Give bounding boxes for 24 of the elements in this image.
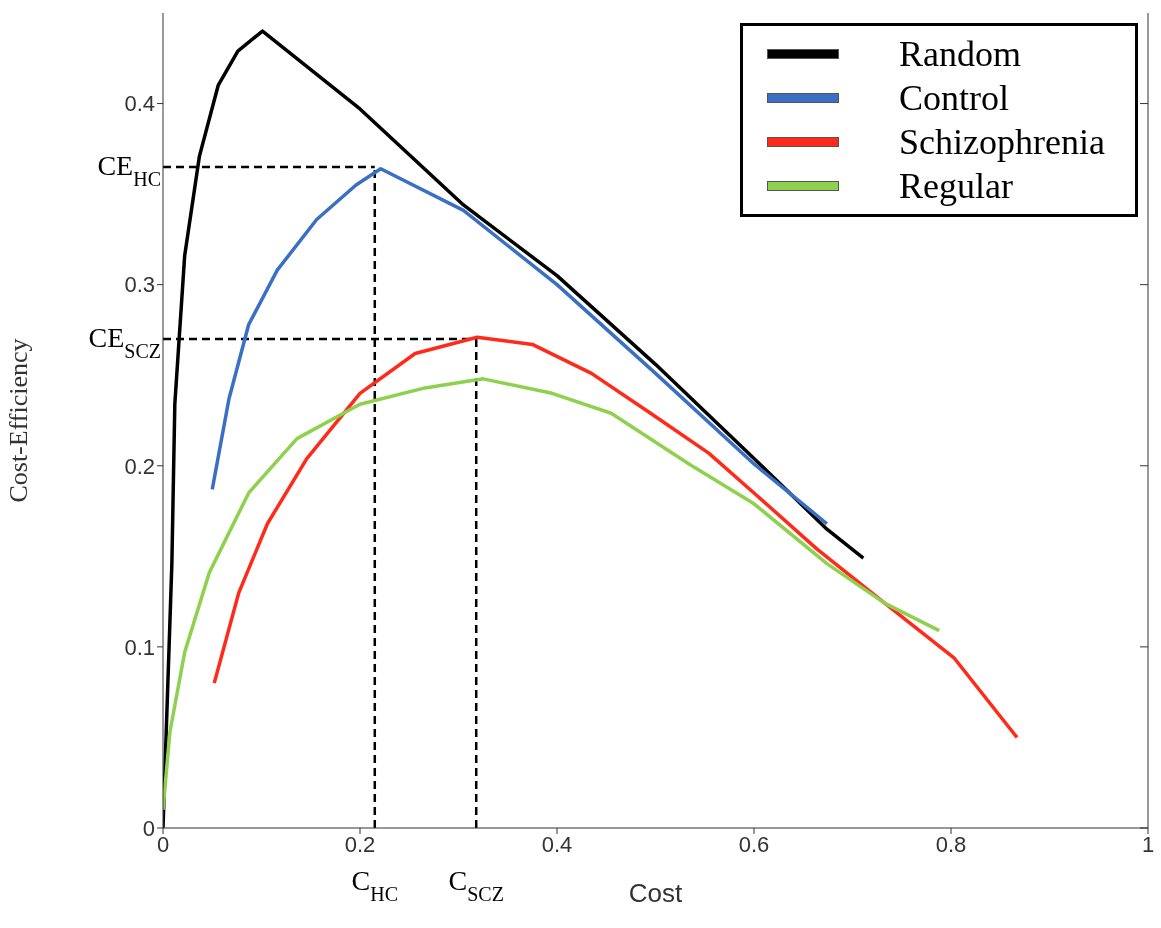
y-tick-label: 0.4	[124, 91, 155, 117]
y-tick-label: 0.3	[124, 272, 155, 298]
x-axis-title: Cost	[628, 878, 683, 908]
x-tick-label: 0.6	[738, 831, 770, 857]
x-tick-label: 1	[1141, 831, 1155, 857]
line-series	[210, 167, 829, 526]
x-tick-label: 0.2	[344, 831, 376, 857]
y-tick-label: 0	[142, 815, 155, 841]
y-tick-label: 0.1	[124, 634, 155, 660]
legend-label: Schizophrenia	[899, 121, 1105, 164]
y-axis-title: Cost-Efficiency	[4, 338, 34, 503]
line-series	[163, 29, 866, 828]
ref-line-label: C$_{HC}$	[351, 865, 399, 905]
ref-line-label: C$_{SCZ}$	[448, 865, 504, 905]
legend-label: Control	[899, 77, 1010, 120]
line-series	[212, 335, 1019, 740]
legend-label: Regular	[899, 165, 1014, 208]
ref-line-label: CE$_{SCZ}$	[88, 322, 161, 362]
x-tick-label: 0.8	[935, 831, 967, 857]
y-tick-label: 0.2	[124, 453, 155, 479]
line-series	[163, 377, 941, 812]
ref-line-label: CE$_{HC}$	[97, 149, 161, 190]
legend-label: Random	[899, 33, 1022, 76]
x-tick-label: 0.4	[541, 831, 573, 857]
